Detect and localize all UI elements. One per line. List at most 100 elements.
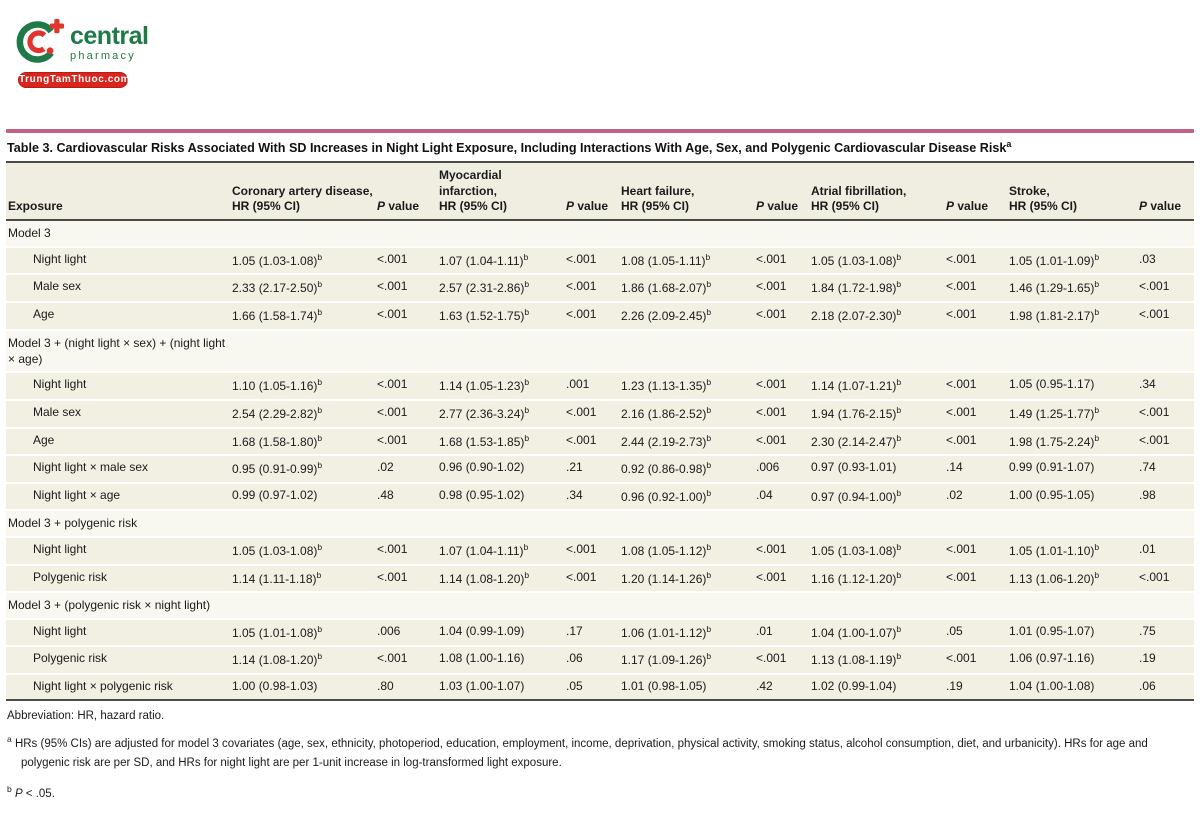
hr-ci-cell: 1.06 (1.01-1.12)b <box>621 618 756 648</box>
footnote-b-marker: b <box>7 783 12 794</box>
pharmacy-c-icon <box>16 18 65 63</box>
data-row: Night light 1.05 (1.03-1.08)b <.001 1.07 (1… <box>6 246 1194 276</box>
hr-ci-cell: 1.06 (0.97-1.16) <box>1009 646 1139 675</box>
column-header: Exposure <box>6 163 232 222</box>
logo-badge: TrungTamThuoc.com <box>18 72 130 88</box>
p-value-cell: .04 <box>756 482 811 512</box>
logo-name: central <box>70 22 149 50</box>
column-header: P value <box>946 163 1009 222</box>
p-value-cell: <.001 <box>377 536 439 566</box>
footnote-b-p: P <box>14 787 23 800</box>
column-header: P value <box>1139 163 1194 222</box>
column-header: P value <box>377 163 439 222</box>
hr-ci-cell: 0.98 (0.95-1.02) <box>439 482 566 512</box>
p-value-cell: <.001 <box>1139 302 1194 331</box>
hr-ci-cell: 1.03 (1.00-1.07) <box>439 673 566 701</box>
exposure-label: Polygenic risk <box>6 564 232 594</box>
table3-block: Table 3. Cardiovascular Risks Associated… <box>6 129 1194 813</box>
p-value-cell: <.001 <box>377 302 439 331</box>
abbreviation-note: Abbreviation: HR, hazard ratio. <box>7 709 165 722</box>
table-title: Table 3. Cardiovascular Risks Associated… <box>6 133 1194 164</box>
p-value-cell: <.001 <box>756 372 811 402</box>
p-value-cell: .17 <box>566 618 621 648</box>
p-value-cell: .006 <box>756 455 811 484</box>
p-value-cell: <.001 <box>1139 400 1194 429</box>
p-value-cell: <.001 <box>566 536 621 566</box>
hr-ci-cell: 2.16 (1.86-2.52)b <box>621 400 756 429</box>
data-row: Polygenic risk 1.14 (1.11-1.18)b <.001 1.14… <box>6 564 1194 594</box>
exposure-label: Night light <box>6 618 232 648</box>
hr-ci-cell: 0.96 (0.92-1.00)b <box>621 482 756 512</box>
hr-ci-cell: 1.46 (1.29-1.65)b <box>1009 274 1139 304</box>
p-value-cell: .01 <box>1139 536 1194 566</box>
exposure-label: Night light <box>6 246 232 276</box>
hr-ci-cell: 1.14 (1.07-1.21)b <box>811 372 946 402</box>
p-value-cell: .05 <box>946 618 1009 648</box>
hr-ci-cell: 1.05 (1.01-1.09)b <box>1009 246 1139 276</box>
p-value-cell: <.001 <box>377 564 439 594</box>
p-value-cell: <.001 <box>756 302 811 331</box>
p-value-cell: .02 <box>377 455 439 484</box>
p-value-cell: .42 <box>756 673 811 701</box>
hr-ci-cell: 1.05 (1.01-1.10)b <box>1009 536 1139 566</box>
hr-ci-cell: 0.97 (0.94-1.00)b <box>811 482 946 512</box>
hr-ci-cell: 2.33 (2.17-2.50)b <box>232 274 377 304</box>
p-value-cell: .34 <box>566 482 621 512</box>
hr-ci-cell: 2.44 (2.19-2.73)b <box>621 427 756 457</box>
p-value-cell: <.001 <box>566 427 621 457</box>
p-value-cell: .98 <box>1139 482 1194 512</box>
footnote-b: b P < .05. <box>7 782 1194 805</box>
p-value-cell: .02 <box>946 482 1009 512</box>
p-value-cell: <.001 <box>756 400 811 429</box>
section-label: Model 3 <box>6 220 1194 248</box>
hr-ci-cell: 0.99 (0.97-1.02) <box>232 482 377 512</box>
hr-ci-cell: 1.04 (0.99-1.09) <box>439 618 566 648</box>
p-value-cell: <.001 <box>377 427 439 457</box>
hr-ci-cell: 1.68 (1.53-1.85)b <box>439 427 566 457</box>
data-row: Night light × age 0.99 (0.97-1.02) .48 0.98… <box>6 482 1194 512</box>
section-row: Model 3 + polygenic risk <box>6 510 1194 538</box>
data-row: Night light 1.10 (1.05-1.16)b <.001 1.14 (1… <box>6 372 1194 402</box>
hr-ci-cell: 1.05 (1.03-1.08)b <box>811 246 946 276</box>
exposure-label: Night light × male sex <box>6 455 232 484</box>
hr-ci-cell: 1.02 (0.99-1.04) <box>811 673 946 701</box>
p-value-cell: <.001 <box>756 646 811 675</box>
hr-ci-cell: 0.99 (0.91-1.07) <box>1009 455 1139 484</box>
hr-ci-cell: 2.57 (2.31-2.86)b <box>439 274 566 304</box>
hr-ci-cell: 1.17 (1.09-1.26)b <box>621 646 756 675</box>
hr-ci-cell: 1.16 (1.12-1.20)b <box>811 564 946 594</box>
hr-ci-cell: 2.26 (2.09-2.45)b <box>621 302 756 331</box>
p-value-cell: .001 <box>566 372 621 402</box>
p-value-cell: .21 <box>566 455 621 484</box>
p-value-cell: <.001 <box>946 536 1009 566</box>
hr-ci-cell: 1.14 (1.05-1.23)b <box>439 372 566 402</box>
hr-ci-cell: 0.95 (0.91-0.99)b <box>232 455 377 484</box>
p-value-cell: <.001 <box>377 274 439 304</box>
hr-ci-cell: 1.08 (1.05-1.12)b <box>621 536 756 566</box>
hr-ci-cell: 1.20 (1.14-1.26)b <box>621 564 756 594</box>
data-row: Night light 1.05 (1.01-1.08)b .006 1.04 (0.… <box>6 618 1194 648</box>
hr-ci-cell: 2.18 (2.07-2.30)b <box>811 302 946 331</box>
p-value-cell: .14 <box>946 455 1009 484</box>
section-row: Model 3 + (polygenic risk × night light) <box>6 592 1194 620</box>
p-value-cell: .06 <box>566 646 621 675</box>
exposure-label: Night light × age <box>6 482 232 512</box>
p-value-cell: .75 <box>1139 618 1194 648</box>
footnote-a: a HRs (95% CIs) are adjusted for model 3… <box>7 732 1194 774</box>
section-label: Model 3 + (polygenic risk × night light) <box>6 592 1194 620</box>
p-value-cell: .48 <box>377 482 439 512</box>
p-value-cell: <.001 <box>377 400 439 429</box>
p-value-cell: <.001 <box>946 646 1009 675</box>
p-value-cell: <.001 <box>946 564 1009 594</box>
footnotes: Abbreviation: HR, hazard ratio. a HRs (9… <box>6 710 1194 805</box>
p-value-cell: <.001 <box>946 400 1009 429</box>
hr-ci-cell: 1.14 (1.08-1.20)b <box>232 646 377 675</box>
hr-ci-cell: 1.08 (1.00-1.16) <box>439 646 566 675</box>
hr-ci-cell: 1.98 (1.81-2.17)b <box>1009 302 1139 331</box>
exposure-label: Male sex <box>6 274 232 304</box>
hr-ci-cell: 1.63 (1.52-1.75)b <box>439 302 566 331</box>
p-value-cell: <.001 <box>377 246 439 276</box>
hr-ci-cell: 1.05 (1.03-1.08)b <box>811 536 946 566</box>
footnote-a-marker: a <box>7 733 12 744</box>
column-header: Coronary artery disease, HR (95% CI) <box>232 163 377 222</box>
